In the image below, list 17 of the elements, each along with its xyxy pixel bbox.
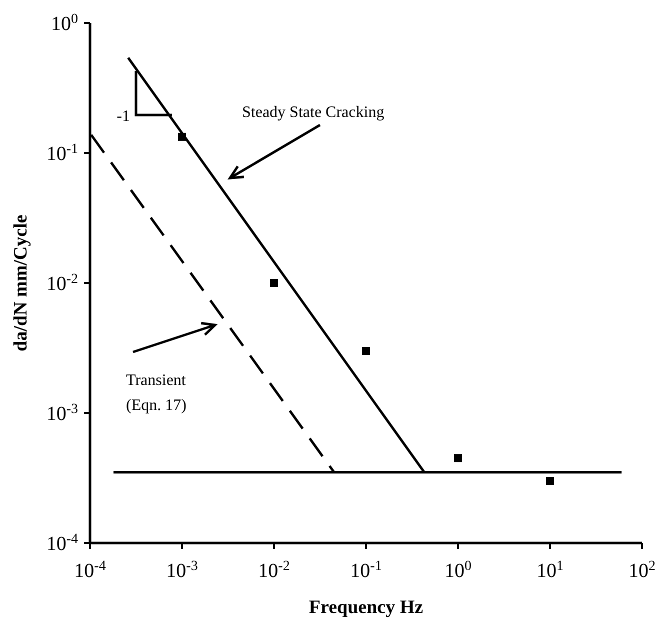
y-tick-label: 10$^{0}$ xyxy=(51,12,78,35)
y-tick-label: 10$^{-4}$ xyxy=(46,532,78,555)
annotation: Transient (Eqn. 17) xyxy=(126,372,186,414)
x-tick-label: 10$^{-2}$ xyxy=(258,558,290,582)
x-tick-label: 10$^{1}$ xyxy=(536,558,564,582)
annotation: -1 xyxy=(116,108,130,125)
x-tick-label: 10$^{2}$ xyxy=(628,558,656,582)
y-tick-label: 10$^{-1}$ xyxy=(46,142,78,165)
y-tick-label: 10$^{-2}$ xyxy=(46,272,78,295)
y-tick-label: 10$^{-3}$ xyxy=(46,402,78,425)
x-axis-title: Frequency Hz xyxy=(308,597,424,618)
x-tick-label: 10$^{-4}$ xyxy=(74,558,106,582)
x-tick-label: 10$^{-3}$ xyxy=(166,558,198,582)
y-axis-title: da/dN mm/Cycle xyxy=(10,214,32,352)
x-tick-label: 10$^{-1}$ xyxy=(350,558,382,582)
annotation: Steady State Cracking xyxy=(242,104,384,121)
x-tick-label: 10$^{0}$ xyxy=(444,558,472,582)
